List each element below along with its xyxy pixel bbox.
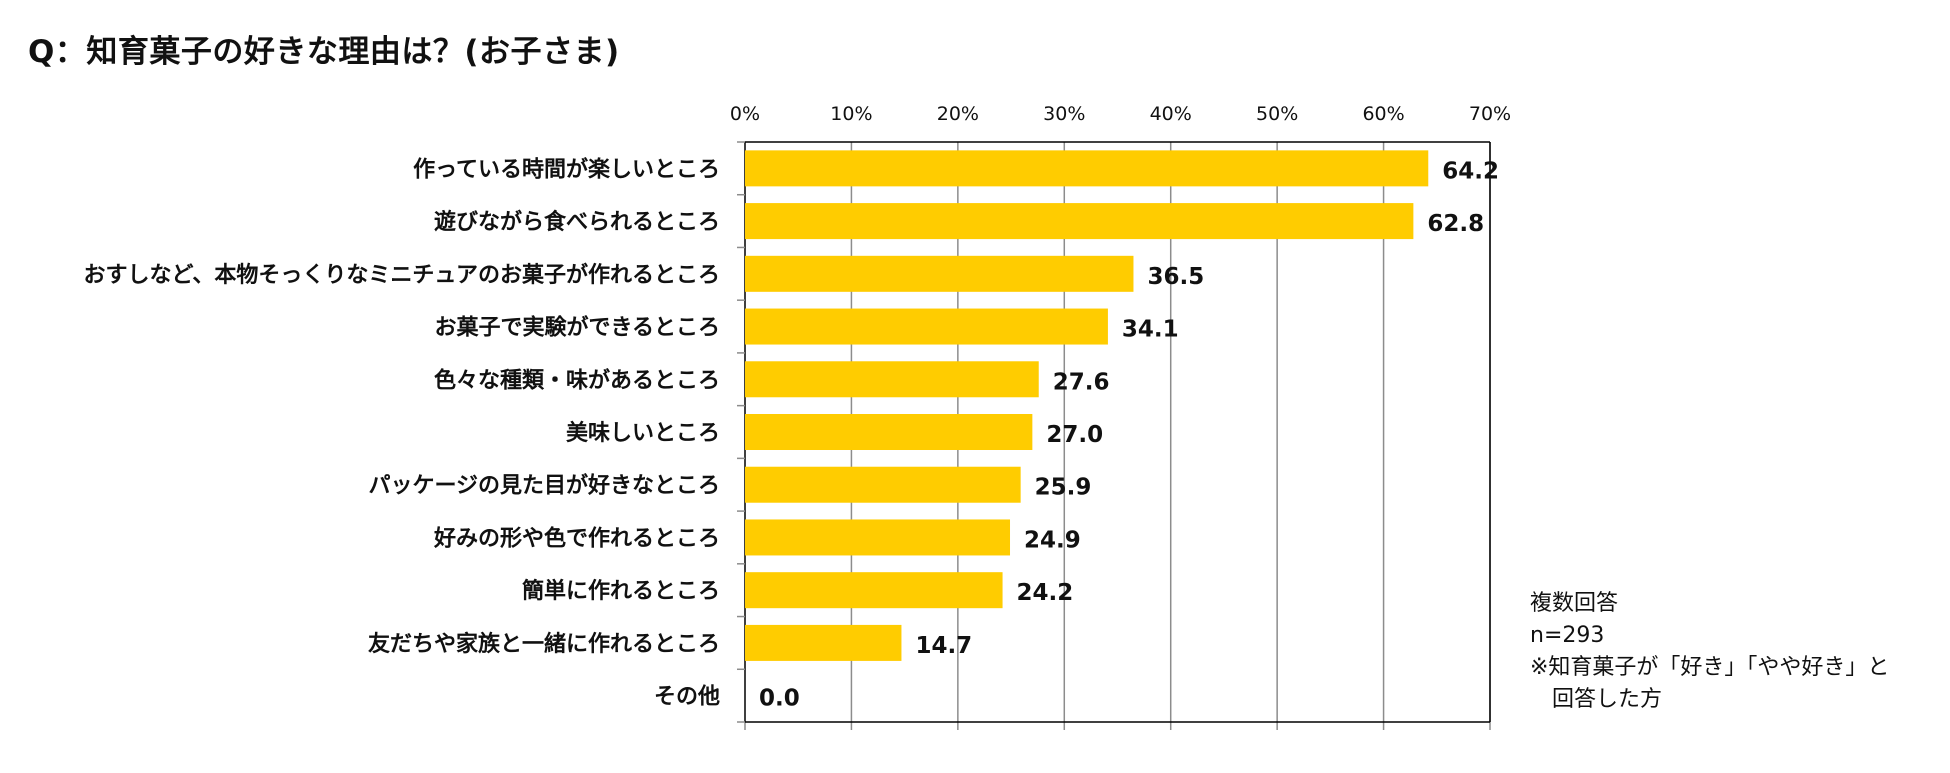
bar-10 (745, 624, 902, 661)
x-tick-label-30: 30% (1043, 103, 1085, 125)
category-label-8: 好みの形や色で作れるところ (433, 525, 720, 551)
x-tick-label-50: 50% (1256, 103, 1298, 125)
category-label-9: 簡単に作れるところ (522, 578, 720, 604)
value-label-2: 62.8 (1427, 211, 1484, 237)
x-tick-label-20: 20% (937, 103, 979, 125)
x-tick-label-10: 10% (830, 103, 872, 125)
bar-9 (745, 572, 1003, 609)
survey-note: 複数回答 n=293 ※知育菓子が「好き」「やや好き」と 回答した方 (1530, 588, 1889, 716)
value-label-3: 36.5 (1147, 264, 1204, 290)
category-label-1: 作っている時間が楽しいところ (413, 156, 720, 182)
chart-title: Q：知育菓子の好きな理由は？(お子さま) (28, 34, 620, 70)
value-label-8: 24.9 (1024, 527, 1081, 553)
value-label-9: 24.2 (1017, 580, 1074, 606)
x-tick-label-60: 60% (1362, 103, 1404, 125)
bar-6 (745, 414, 1033, 450)
value-label-10: 14.7 (915, 633, 972, 659)
x-tick-label-40: 40% (1150, 103, 1192, 125)
value-label-5: 27.6 (1053, 369, 1110, 395)
x-tick-label-70: 70% (1469, 103, 1511, 125)
note-line-condition: ※知育菓子が「好き」「やや好き」と (1530, 655, 1890, 680)
value-label-7: 25.9 (1035, 475, 1092, 501)
value-label-6: 27.0 (1046, 422, 1103, 448)
bar-4 (745, 308, 1108, 345)
x-tick-label-0: 0% (730, 103, 760, 125)
category-label-6: 美味しいところ (566, 420, 720, 446)
note-line-multiple-answer: 複数回答 (1530, 591, 1619, 616)
bar-8 (745, 519, 1011, 556)
category-label-3: おすしなど、本物そっくりなミニチュアのお菓子が作れるところ (84, 262, 720, 288)
category-label-5: 色々な種類・味があるところ (434, 367, 720, 393)
value-label-4: 34.1 (1122, 317, 1179, 343)
category-label-7: パッケージの見た目が好きなところ (368, 473, 720, 499)
bar-7 (745, 466, 1021, 503)
value-label-11: 0.0 (759, 686, 800, 712)
category-label-10: 友だちや家族と一緒に作れるところ (368, 631, 720, 657)
bar-2 (745, 203, 1414, 240)
bar-3 (745, 255, 1134, 292)
category-label-11: その他 (654, 685, 720, 710)
bar-1 (745, 150, 1429, 187)
note-line-sample-size: n=293 (1530, 623, 1605, 648)
bar-5 (745, 361, 1039, 398)
note-line-condition-cont: 回答した方 (1552, 687, 1663, 712)
value-label-1: 64.2 (1442, 158, 1499, 184)
category-label-2: 遊びながら食べられるところ (434, 209, 720, 235)
category-label-4: お菓子で実験ができるところ (434, 315, 720, 341)
